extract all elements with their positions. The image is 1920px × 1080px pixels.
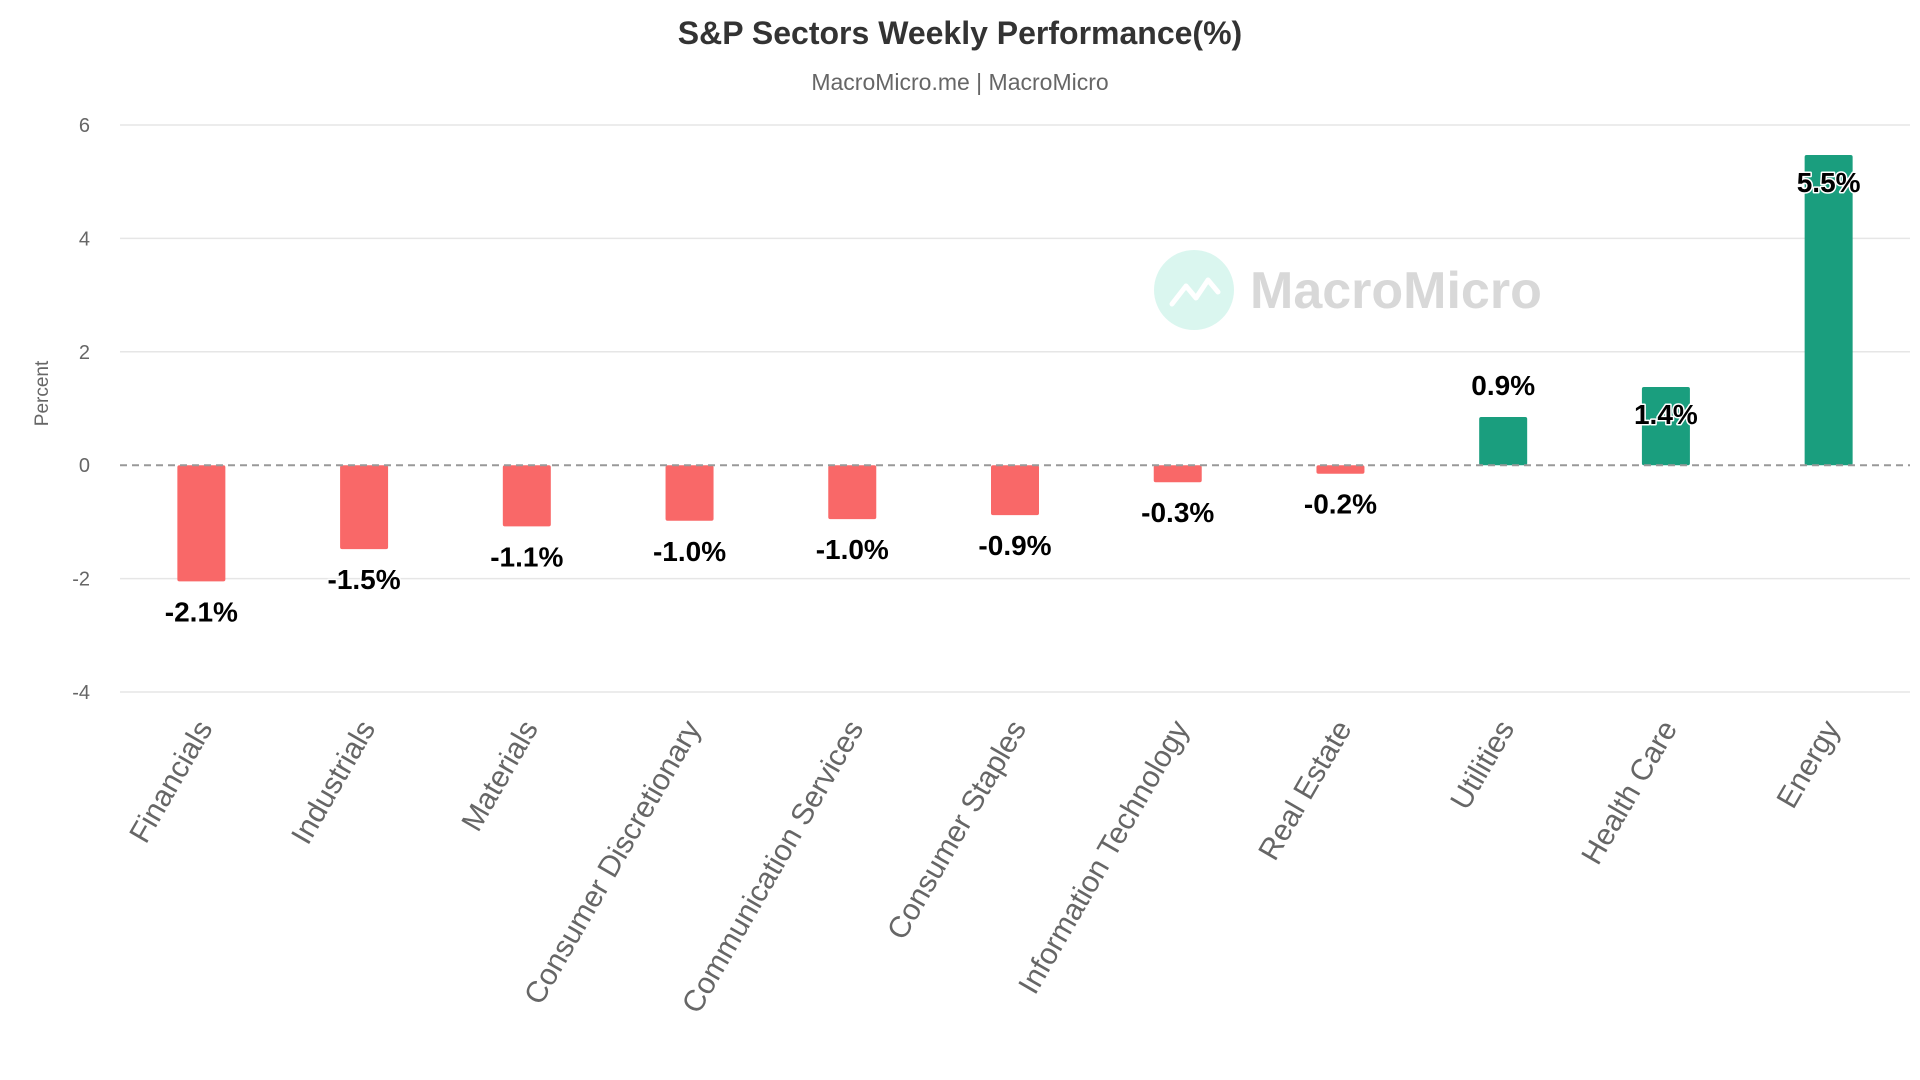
bar	[991, 465, 1039, 516]
y-tick-label: 0	[79, 455, 90, 477]
x-tick-label: Materials	[455, 715, 544, 837]
data-label: -0.2%	[1304, 489, 1377, 520]
data-label: -0.3%	[1141, 497, 1214, 528]
bar	[177, 465, 226, 582]
data-label: 0.9%	[1471, 370, 1535, 401]
y-axis-ticks: -4 -2 0 2 4 6	[72, 115, 90, 704]
bar	[340, 465, 389, 550]
x-tick-label: Consumer Staples	[881, 715, 1033, 945]
data-label: 5.5%	[1797, 167, 1861, 198]
bar	[1804, 155, 1853, 466]
y-tick-label: -2	[72, 569, 90, 591]
chart-title: S&P Sectors Weekly Performance(%)	[678, 15, 1242, 51]
data-label: -0.9%	[978, 530, 1051, 561]
x-tick-label: Information Technology	[1012, 715, 1195, 1000]
x-tick-label: Real Estate	[1252, 715, 1358, 866]
y-tick-label: 2	[79, 342, 90, 364]
bar	[1153, 465, 1202, 483]
data-label: -1.0%	[816, 534, 889, 565]
x-tick-label: Consumer Discretionary	[518, 715, 707, 1010]
bar	[1641, 386, 1690, 466]
data-label: -2.1%	[165, 596, 238, 627]
x-tick-label: Financials	[123, 715, 219, 848]
y-tick-label: 6	[79, 115, 90, 137]
data-label: -1.0%	[653, 536, 726, 567]
data-labels: -2.1% -1.5% -1.1% -1.0% -1.0% -0.9% -0.3% -0.2%…	[163, 166, 1862, 629]
data-label: -1.5%	[328, 564, 401, 595]
x-tick-label: Energy	[1771, 715, 1847, 814]
y-tick-label: -4	[72, 682, 90, 704]
y-tick-label: 4	[79, 228, 90, 250]
chart-subtitle: MacroMicro.me | MacroMicro	[811, 69, 1108, 95]
bar	[1479, 417, 1528, 466]
x-tick-label: Industrials	[285, 715, 382, 850]
bar	[502, 465, 551, 527]
x-tick-label: Health Care	[1575, 715, 1684, 870]
x-tick-label: Utilities	[1444, 715, 1521, 815]
x-tick-label: Communication Services	[676, 715, 870, 1019]
data-label: 1.4%	[1634, 399, 1698, 430]
watermark-text: MacroMicro	[1250, 262, 1542, 320]
bars	[177, 155, 1853, 582]
data-label: -1.1%	[490, 541, 563, 572]
gridlines	[120, 124, 1910, 693]
bar	[1316, 465, 1365, 474]
watermark: MacroMicro	[1154, 250, 1542, 330]
bar	[665, 465, 714, 521]
y-axis-label: Percent	[32, 360, 53, 426]
macromicro-logo-icon	[1154, 250, 1234, 330]
bar	[828, 465, 877, 520]
